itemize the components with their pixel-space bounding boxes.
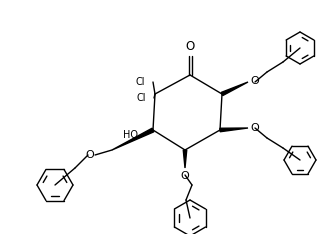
Text: O: O	[85, 150, 94, 160]
Polygon shape	[220, 128, 248, 132]
Text: HO: HO	[123, 130, 138, 140]
Polygon shape	[221, 82, 248, 95]
Text: O: O	[185, 40, 195, 53]
Text: Cl: Cl	[136, 77, 145, 87]
Text: O: O	[250, 76, 259, 86]
Text: O: O	[250, 123, 259, 133]
Text: O: O	[181, 171, 189, 181]
Polygon shape	[183, 150, 187, 168]
Polygon shape	[112, 128, 154, 150]
Text: Cl: Cl	[137, 93, 146, 103]
